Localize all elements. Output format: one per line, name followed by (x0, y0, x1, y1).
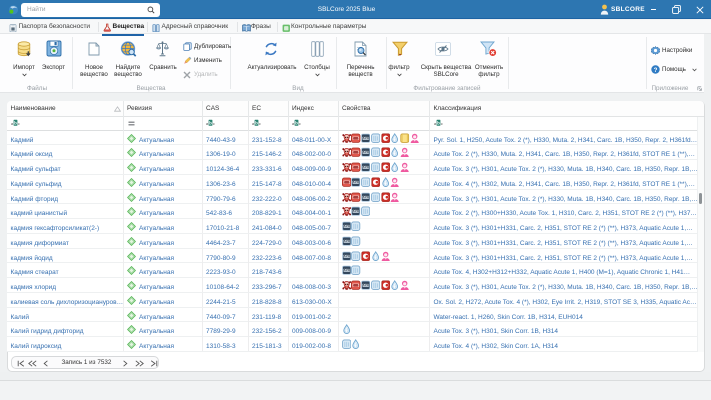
svg-text:b: b (209, 121, 212, 126)
svg-text:XVII: XVII (353, 210, 359, 214)
svg-text:a: a (252, 121, 255, 126)
svg-text:a: a (292, 121, 295, 126)
svg-text:a: a (434, 121, 437, 126)
svg-text:a: a (11, 121, 14, 126)
svg-text:b: b (14, 121, 17, 126)
svg-text:b: b (295, 121, 298, 126)
svg-text:XVII: XVII (363, 283, 369, 287)
svg-text:c: c (440, 121, 442, 126)
svg-text:XVII: XVII (363, 136, 369, 140)
svg-text:XVII: XVII (363, 165, 369, 169)
svg-text:XVII: XVII (363, 151, 369, 155)
svg-text:c: c (17, 121, 19, 126)
svg-text:XVII: XVII (343, 269, 349, 273)
svg-text:XVII: XVII (343, 224, 349, 228)
svg-text:b: b (437, 121, 440, 126)
svg-text:XVII: XVII (343, 239, 349, 243)
svg-text:c: c (299, 121, 301, 126)
svg-text:c: c (213, 121, 215, 126)
svg-text:?: ? (653, 67, 657, 74)
svg-text:XVII: XVII (353, 180, 359, 184)
svg-text:c: c (259, 121, 261, 126)
svg-text:XVII: XVII (343, 254, 349, 258)
svg-text:a: a (206, 121, 209, 126)
svg-text:XVII: XVII (363, 195, 369, 199)
svg-text:b: b (255, 121, 258, 126)
